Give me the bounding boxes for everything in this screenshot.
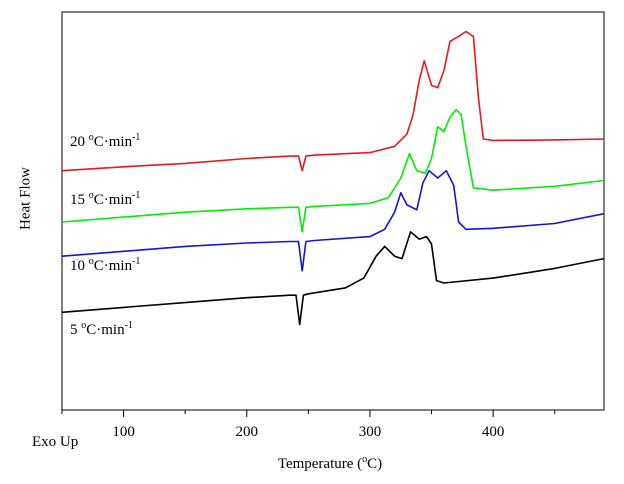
series-line — [61, 108, 605, 233]
exo-up-label: Exo Up — [32, 434, 79, 450]
series-line — [61, 231, 605, 326]
y-axis-label: Heat Flow — [17, 167, 34, 230]
x-tick-label: 100 — [112, 424, 135, 440]
x-axis-label: Temperature (oC) — [277, 454, 383, 472]
plot-frame — [61, 11, 605, 411]
series-line — [61, 169, 605, 272]
series-label: 20 oC·min-1 — [70, 132, 141, 150]
series-label: 15 oC·min-1 — [70, 190, 141, 208]
x-tick-label: 400 — [481, 424, 505, 440]
x-tick-label: 300 — [358, 424, 382, 440]
x-tick-label: 200 — [235, 424, 259, 440]
series-label: 10 oC·min-1 — [70, 256, 141, 274]
series-line — [61, 30, 605, 172]
series-label: 5 oC·min-1 — [70, 320, 133, 338]
